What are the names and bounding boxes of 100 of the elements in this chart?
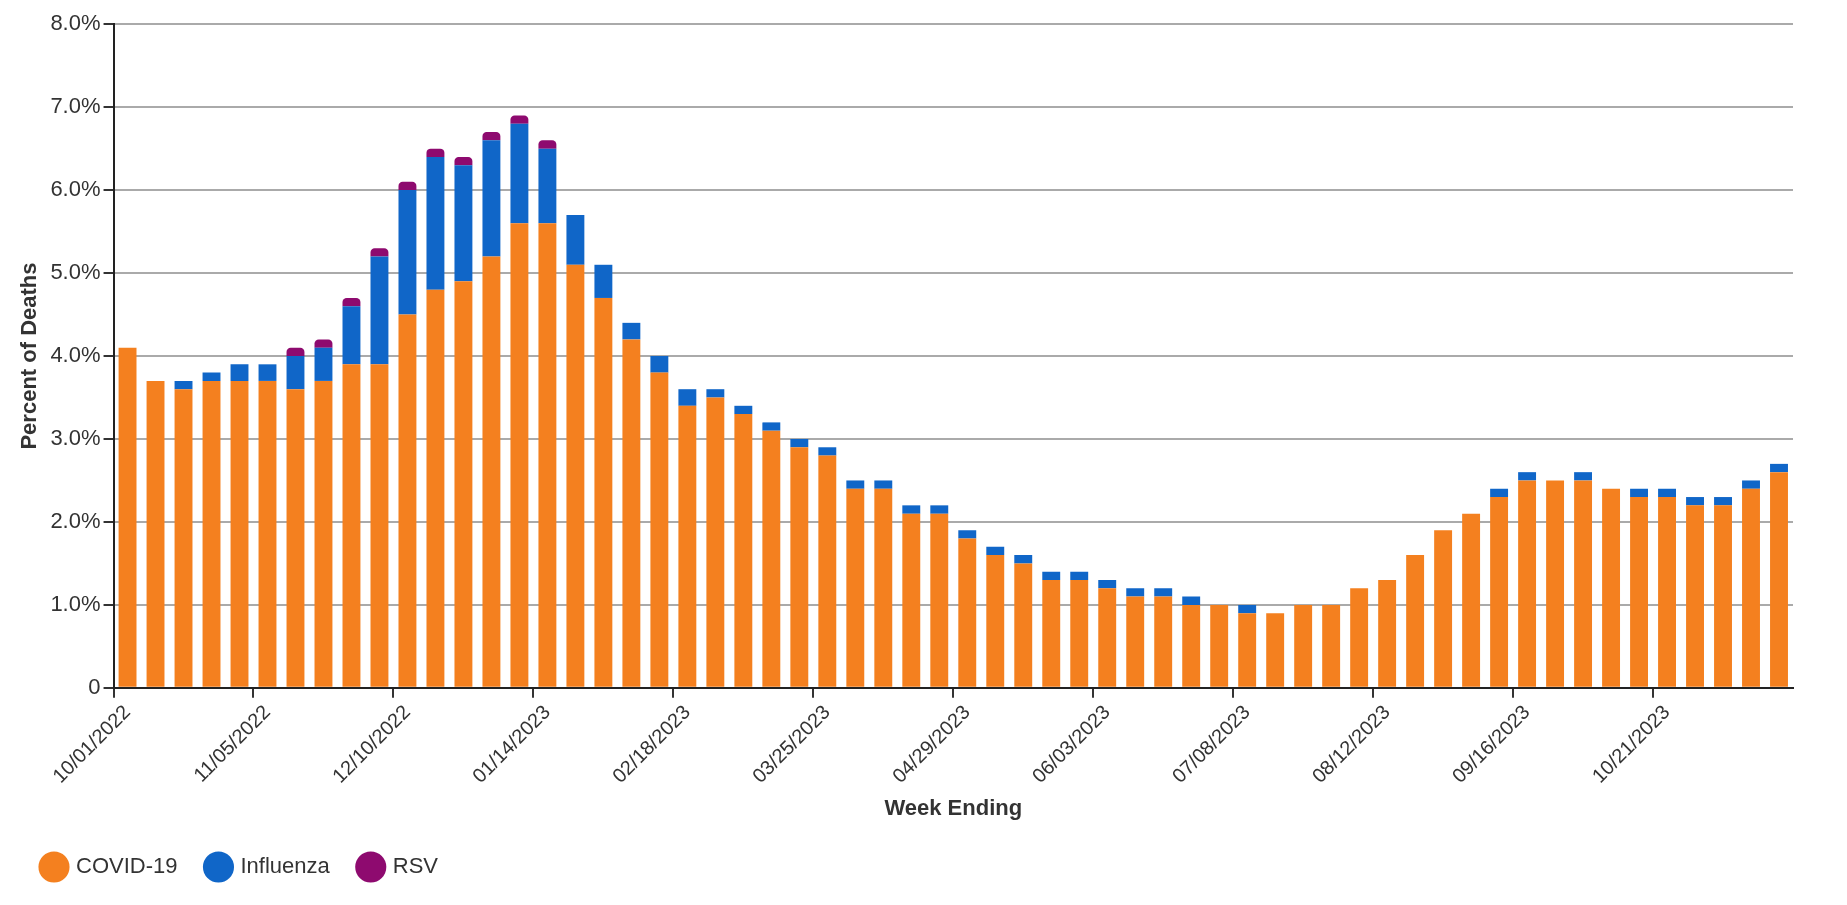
- bar: [1574, 480, 1593, 687]
- bar: [314, 380, 333, 687]
- bar: [1518, 472, 1537, 481]
- bar: [1714, 497, 1732, 506]
- bar: [510, 223, 529, 687]
- bar: [1378, 580, 1397, 687]
- bar: [902, 505, 921, 514]
- bar: [958, 538, 977, 687]
- bar: [790, 447, 809, 687]
- bar: [342, 306, 361, 365]
- bar: [118, 347, 137, 687]
- y-tick-label: 1.0%: [50, 590, 101, 616]
- y-tick-label: 7.0%: [50, 93, 101, 119]
- bar: [734, 414, 753, 687]
- bar: [510, 123, 529, 224]
- bar: [1098, 580, 1117, 589]
- bar: [454, 165, 473, 282]
- bar: [1574, 472, 1593, 481]
- bar: [650, 372, 669, 687]
- bar: [370, 256, 389, 365]
- bar: [678, 389, 697, 406]
- bar: [986, 555, 1005, 687]
- bar: [286, 389, 305, 687]
- bar: [1238, 604, 1257, 614]
- y-tick-label: 8.0%: [50, 10, 101, 36]
- bar: [482, 140, 501, 257]
- bar: [1462, 513, 1481, 687]
- bar: [1602, 488, 1621, 687]
- bar: [986, 546, 1005, 556]
- bar: [846, 488, 865, 687]
- bar: [622, 322, 641, 340]
- bar: [1126, 588, 1145, 597]
- y-tick-label: 4.0%: [50, 342, 101, 368]
- bar: [874, 488, 893, 687]
- bar: [958, 530, 977, 539]
- bar: [1294, 604, 1313, 687]
- bar: [230, 380, 249, 687]
- y-axis-title: Percent of Deaths: [16, 262, 42, 450]
- y-tick-label: 2.0%: [50, 508, 101, 533]
- bar: [650, 356, 669, 373]
- legend-label: COVID-19: [76, 853, 178, 879]
- bar: [230, 364, 249, 381]
- bar: [1686, 505, 1704, 687]
- bar: [762, 430, 781, 687]
- bar: [762, 422, 781, 431]
- bar: [1546, 480, 1565, 687]
- y-tick-label: 6.0%: [50, 176, 101, 202]
- bar: [286, 356, 305, 390]
- bar: [622, 339, 641, 687]
- bar: [1742, 488, 1760, 687]
- bar: [258, 364, 277, 381]
- bar: [1658, 497, 1676, 687]
- bar: [1014, 555, 1033, 564]
- bar: [1518, 480, 1537, 687]
- bar: [398, 314, 417, 687]
- bar: [1070, 580, 1089, 687]
- bar: [1154, 596, 1173, 687]
- bar: [1490, 497, 1509, 687]
- bar: [1210, 604, 1229, 687]
- bar: [398, 190, 417, 315]
- bar: [202, 380, 221, 687]
- bar: [202, 372, 221, 381]
- bar: [538, 223, 557, 687]
- bar: [594, 297, 613, 687]
- y-tick-label: 5.0%: [50, 259, 101, 285]
- bar: [1406, 555, 1425, 687]
- bar: [1266, 613, 1285, 687]
- y-tick-label: 3.0%: [50, 425, 101, 451]
- bar: [902, 513, 921, 687]
- bar: [1182, 604, 1201, 687]
- bar: [174, 380, 193, 390]
- bar: [818, 455, 837, 687]
- bar: [258, 380, 277, 687]
- bar: [1154, 588, 1173, 597]
- bar: [482, 256, 501, 687]
- x-axis-title: Week Ending: [884, 794, 1023, 820]
- bar: [314, 347, 333, 381]
- bar: [706, 397, 725, 687]
- bar: [538, 148, 557, 224]
- bar: [1686, 497, 1704, 506]
- bar: [874, 480, 893, 489]
- legend-label: Influenza: [240, 853, 331, 879]
- bar: [1322, 604, 1341, 687]
- bar: [594, 264, 613, 298]
- bar: [930, 513, 949, 687]
- bar: [1658, 488, 1676, 498]
- bar: [1014, 563, 1033, 687]
- bar: [1070, 571, 1089, 581]
- bar: [146, 380, 165, 687]
- bar: [1434, 530, 1453, 687]
- bar: [1098, 588, 1117, 687]
- bar: [1770, 472, 1788, 687]
- legend-label: RSV: [392, 853, 439, 879]
- bar: [734, 405, 753, 415]
- bar: [846, 480, 865, 489]
- bar: [1042, 580, 1061, 687]
- bar: [1238, 613, 1257, 687]
- bar: [1630, 488, 1649, 498]
- bar: [566, 215, 585, 265]
- bar: [1770, 463, 1788, 473]
